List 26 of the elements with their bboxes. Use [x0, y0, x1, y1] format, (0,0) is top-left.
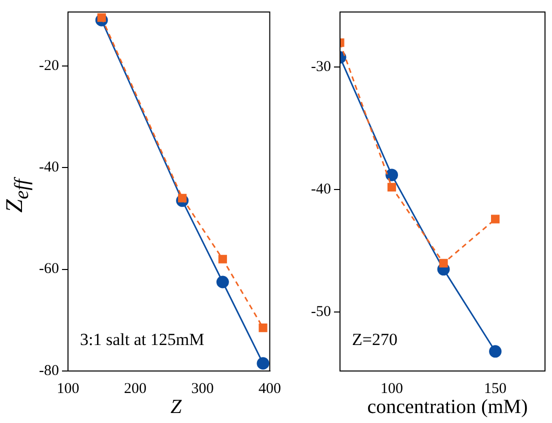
y-tick-label: -60: [38, 261, 59, 278]
y-tick-label: -80: [38, 362, 59, 379]
x-tick-label: 100: [380, 380, 404, 397]
point: [439, 258, 448, 268]
y-tick-label: -50: [310, 304, 331, 320]
y-tick-label: -20: [38, 58, 59, 74]
point: [258, 323, 268, 332]
point: [218, 254, 227, 264]
y-tick-label: -40: [38, 160, 59, 176]
annotation: Z=270: [352, 330, 398, 349]
x-axis-title: concentration (mM): [366, 396, 529, 419]
y-tick-label: -40: [310, 182, 331, 198]
annotation: 3:1 salt at 125mM: [80, 330, 204, 349]
point: [216, 276, 229, 288]
x-tick-label: 400: [258, 380, 281, 397]
x-axis-title: Z: [169, 396, 183, 419]
point: [489, 345, 502, 358]
point: [387, 182, 396, 192]
point: [256, 357, 270, 370]
point: [491, 214, 500, 224]
x-tick-label: 300: [191, 380, 214, 397]
x-tick-label: 100: [56, 380, 80, 397]
y-tick-label: -30: [310, 59, 331, 76]
point: [386, 168, 398, 182]
x-tick-label: 150: [484, 380, 507, 397]
x-tick-label: 200: [124, 380, 146, 397]
